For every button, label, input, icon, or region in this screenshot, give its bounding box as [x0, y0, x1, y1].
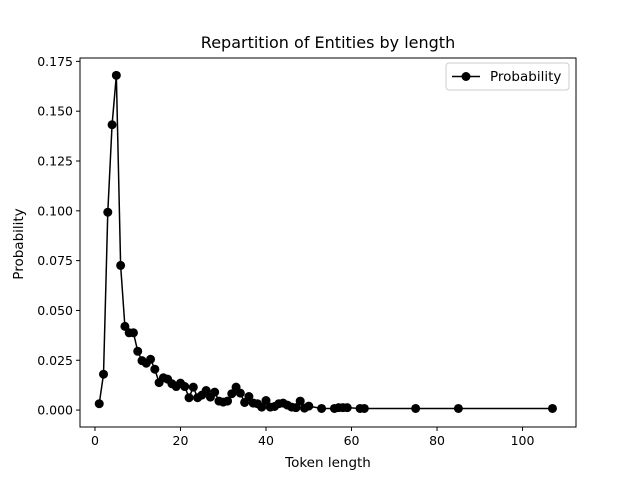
y-tick-label: 0.025 [37, 353, 73, 368]
x-axis-label: Token length [284, 455, 371, 471]
data-point [184, 393, 194, 403]
data-point [244, 392, 254, 402]
data-point [116, 260, 126, 270]
data-point [188, 382, 198, 392]
plot-area [94, 70, 557, 413]
data-point [291, 403, 301, 413]
data-point [304, 401, 314, 411]
legend-marker [461, 72, 471, 81]
x-tick-label: 0 [91, 433, 99, 448]
data-point [103, 207, 113, 217]
series-line [98, 74, 553, 410]
y-axis-label: Probability [11, 208, 27, 279]
data-point [453, 403, 463, 413]
data-point [107, 120, 117, 130]
y-tick-label: 0.050 [37, 303, 73, 318]
x-tick-label: 40 [258, 433, 274, 448]
data-point [120, 321, 130, 331]
data-point [257, 402, 267, 412]
data-point [227, 389, 237, 399]
y-tick-label: 0.125 [37, 154, 73, 169]
data-point [99, 369, 109, 379]
data-point [295, 396, 305, 406]
x-tick-label: 60 [344, 433, 360, 448]
x-tick-label: 100 [511, 433, 535, 448]
data-point [235, 388, 245, 398]
data-point [150, 364, 160, 374]
x-tick-label: 20 [173, 433, 189, 448]
data-point [547, 403, 557, 413]
data-point [94, 399, 104, 409]
data-point [210, 387, 220, 397]
axes-frame [79, 57, 577, 428]
legend-label: Probability [490, 69, 561, 85]
chart-title: Repartition of Entities by length [201, 33, 455, 52]
data-point [342, 403, 352, 413]
legend: Probability [445, 62, 570, 91]
data-point [359, 403, 369, 413]
data-point [261, 396, 271, 405]
data-point [223, 396, 233, 406]
data-point [201, 386, 211, 396]
y-tick-label: 0.150 [37, 104, 73, 119]
data-point [317, 403, 327, 413]
y-tick-label: 0.175 [37, 54, 73, 69]
data-point [146, 354, 156, 364]
data-point [411, 403, 421, 413]
y-tick-label: 0.075 [37, 253, 73, 268]
data-point [133, 346, 143, 356]
legend-box [445, 62, 570, 91]
x-tick-label: 80 [429, 433, 445, 448]
y-tick-label: 0.100 [37, 203, 73, 218]
axes: 0 20 40 60 80 100 0.000 0.025 0.050 0.075 0.100 0.1… [37, 54, 577, 448]
data-point [111, 70, 121, 80]
y-tick-label: 0.000 [37, 403, 73, 418]
data-point [128, 328, 138, 338]
data-point [180, 382, 190, 392]
